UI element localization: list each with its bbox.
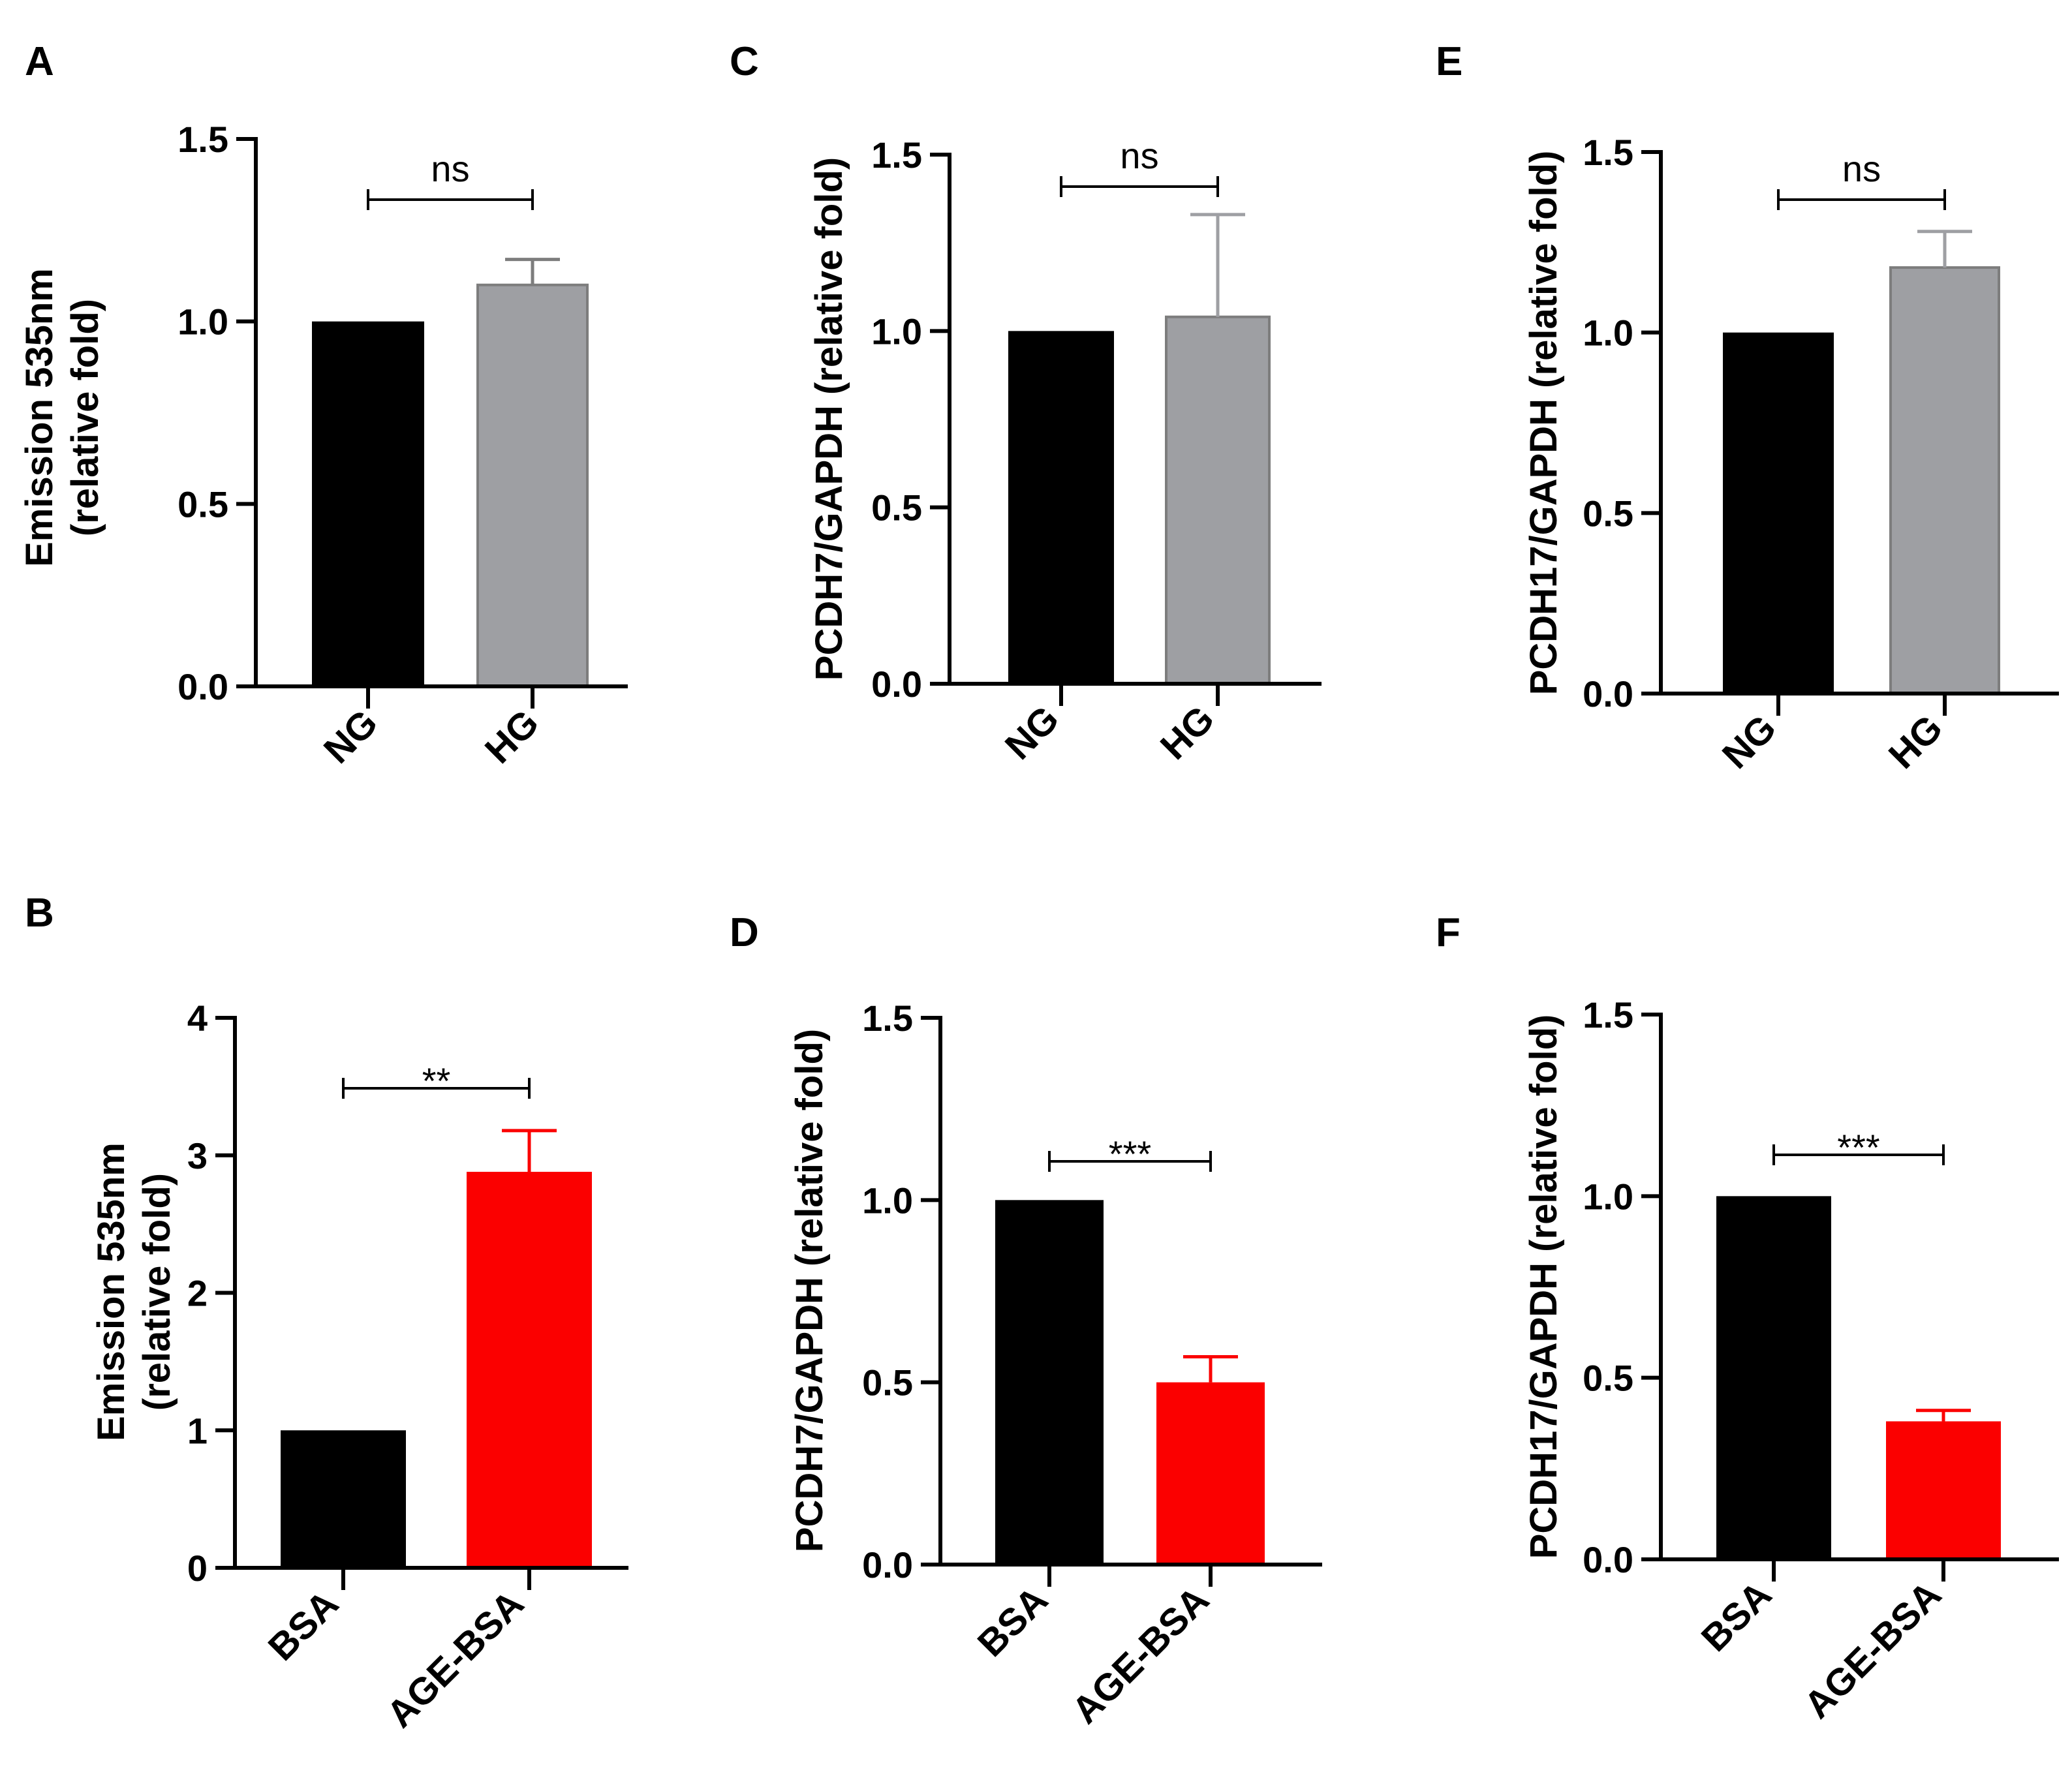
- panel-b: B 0 1 2 3 4 BSA AGE-BSA Emission 535nm (relative …: [25, 891, 628, 1736]
- y-axis-title-line2: (relative fold): [64, 299, 106, 536]
- panel-label-b: B: [25, 891, 54, 936]
- panel-label-d: D: [730, 910, 759, 955]
- panel-d: D 0.0 0.5 1.0 1.5 BSA AGE-BSA PCDH7/GAPDH (rela…: [730, 910, 1322, 1732]
- y-axis-title: PCDH7/GAPDH (relative fold): [788, 1029, 831, 1552]
- bar-bsa: [281, 1430, 406, 1568]
- x-category-label: HG: [1152, 697, 1222, 767]
- y-tick-label: 0.0: [871, 664, 922, 705]
- y-axis-title: PCDH7/GAPDH (relative fold): [808, 157, 850, 681]
- y-tick-label: 1.5: [871, 134, 922, 176]
- significance-label: ***: [1109, 1133, 1151, 1174]
- bar-ng: [1723, 332, 1834, 694]
- x-category-label: BSA: [970, 1578, 1057, 1665]
- y-tick-label: 1.5: [178, 119, 228, 160]
- bar-bsa: [1716, 1196, 1831, 1559]
- panel-label-f: F: [1436, 910, 1461, 955]
- panel-e: E 0.0 0.5 1.0 1.5 NG HG PCDH17/GAPDH (relative …: [1436, 39, 2059, 777]
- bar-hg: [1889, 266, 2000, 696]
- panel-label-c: C: [730, 39, 759, 84]
- y-tick-label: 0.5: [1583, 493, 1633, 534]
- y-tick-label: 3: [187, 1135, 208, 1176]
- panel-f: F 0.0 0.5 1.0 1.5 BSA AGE-BSA PCDH17/GAPDH (rel…: [1436, 910, 2059, 1726]
- panel-label-a: A: [25, 39, 54, 84]
- y-tick-label: 0.0: [1583, 673, 1633, 714]
- y-tick-label: 1: [187, 1410, 208, 1451]
- bar-bsa: [995, 1200, 1104, 1565]
- y-tick-label: 1.0: [1583, 1176, 1633, 1217]
- bar-hg: [476, 283, 589, 688]
- y-tick-label: 0.5: [871, 487, 922, 528]
- y-tick-label: 0.5: [1583, 1358, 1633, 1399]
- y-tick-label: 1.5: [1583, 994, 1633, 1035]
- bar-age-bsa: [1156, 1382, 1265, 1565]
- y-tick-label: 0.0: [178, 666, 228, 707]
- y-tick-label: 0.0: [862, 1544, 913, 1585]
- y-tick-label: 0.5: [862, 1362, 913, 1403]
- y-tick-label: 1.0: [178, 301, 228, 343]
- y-tick-label: 0.0: [1583, 1539, 1633, 1580]
- panel-c: C 0.0 0.5 1.0 1.5 NG HG PCDH7/GAPDH (relative f…: [730, 39, 1322, 768]
- y-tick-label: 1.0: [1583, 313, 1633, 354]
- y-axis-title: PCDH17/GAPDH (relative fold): [1523, 151, 1565, 696]
- x-category-label: AGE-BSA: [379, 1582, 532, 1736]
- x-category-label: NG: [316, 701, 386, 771]
- x-category-label: NG: [1714, 707, 1784, 776]
- y-axis-title: PCDH17/GAPDH (relative fold): [1523, 1015, 1565, 1559]
- significance-label: ns: [1120, 135, 1158, 176]
- panel-label-e: E: [1436, 39, 1462, 84]
- y-tick-label: 1.0: [862, 1180, 913, 1221]
- bar-ng: [1008, 331, 1114, 684]
- y-tick-label: 0.5: [178, 483, 228, 525]
- y-tick-label: 4: [187, 998, 208, 1039]
- bar-ng: [312, 321, 424, 687]
- significance-label: ns: [431, 148, 469, 189]
- y-tick-label: 0: [187, 1548, 208, 1589]
- y-axis-title-line2: (relative fold): [136, 1173, 178, 1411]
- x-category-label: HG: [1881, 707, 1951, 776]
- x-category-label: HG: [477, 701, 547, 771]
- y-tick-label: 2: [187, 1273, 208, 1314]
- x-category-label: BSA: [1693, 1573, 1780, 1660]
- significance-label: ns: [1842, 148, 1881, 189]
- y-axis-title: Emission 535nm: [90, 1142, 132, 1441]
- panel-a: A 0.0 0.5 1.0 1.5 NG HG Emission 535nm (relative…: [18, 39, 628, 772]
- y-tick-label: 1.5: [862, 998, 913, 1039]
- y-axis-title: Emission 535nm: [18, 268, 61, 567]
- y-tick-label: 1.0: [871, 311, 922, 352]
- x-category-label: AGE-BSA: [1796, 1573, 1949, 1726]
- significance-label: **: [422, 1060, 451, 1101]
- bar-hg: [1165, 315, 1271, 685]
- x-category-label: NG: [997, 697, 1067, 767]
- y-tick-label: 1.5: [1583, 132, 1633, 173]
- x-category-label: AGE-BSA: [1064, 1578, 1217, 1732]
- bar-age-bsa: [467, 1172, 592, 1568]
- significance-label: ***: [1837, 1127, 1879, 1168]
- x-category-label: BSA: [260, 1582, 347, 1669]
- bar-age-bsa: [1886, 1421, 2001, 1559]
